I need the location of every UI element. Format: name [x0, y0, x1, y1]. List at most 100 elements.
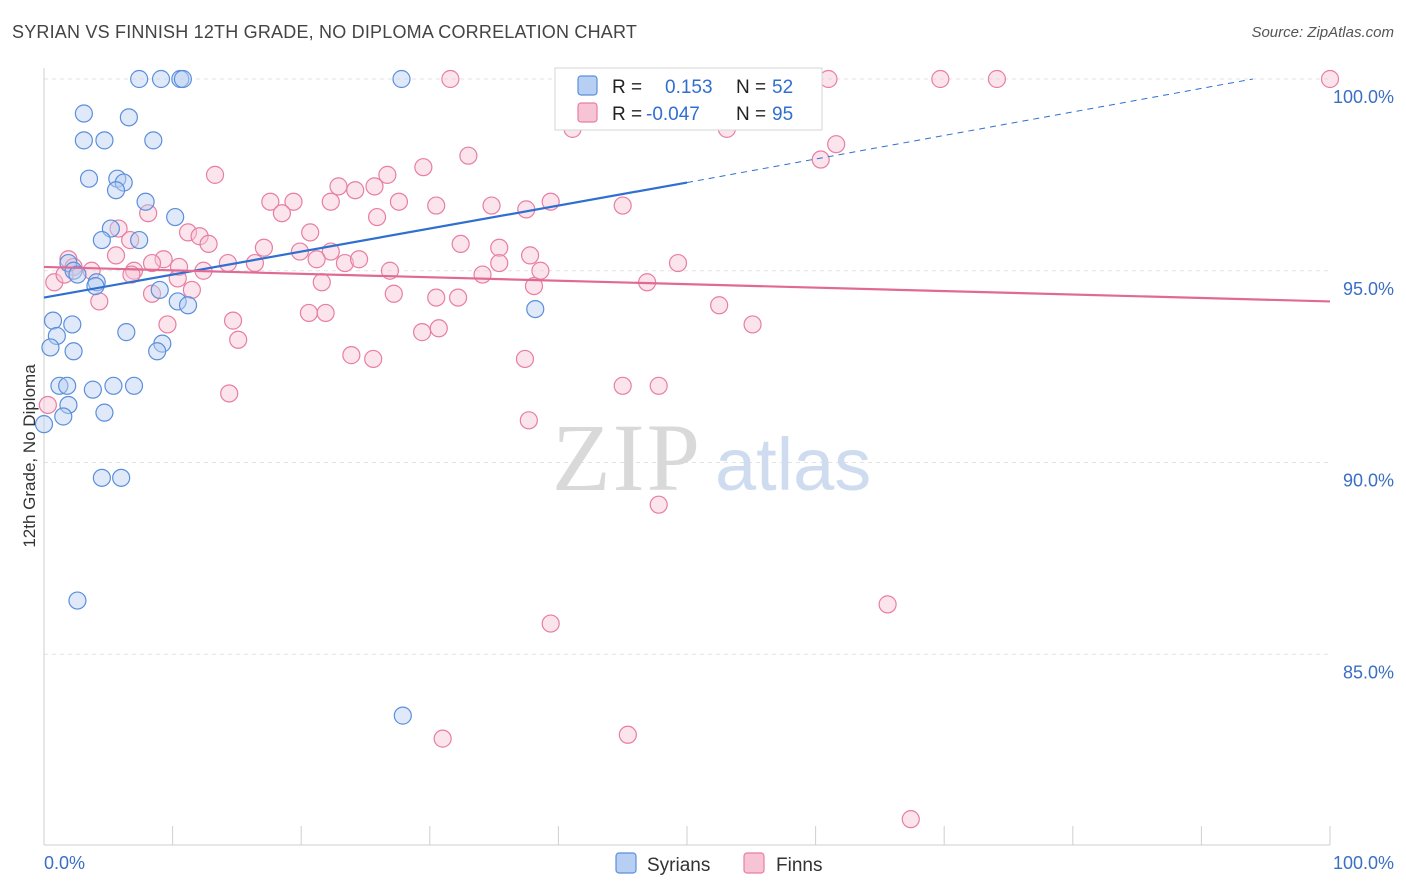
finns-point — [819, 69, 838, 89]
syrians-point — [114, 173, 133, 192]
finns-point — [55, 265, 74, 284]
syrians-point — [68, 265, 87, 284]
syrians-point — [83, 380, 102, 399]
syrians-point — [130, 230, 149, 250]
finns-point — [178, 223, 198, 242]
y-tick-labels: 85.0% 90.0% 95.0% 100.0% — [1333, 87, 1394, 682]
syrians-bottom-label: Syrians — [647, 855, 710, 876]
syrians-point — [79, 169, 99, 188]
syrians-point — [74, 104, 93, 123]
syrians-point — [58, 376, 77, 395]
syrians-point — [144, 131, 163, 150]
syrians-trend-extension — [686, 78, 1253, 184]
x-tick-label-min: 0.0% — [44, 853, 85, 873]
syrians-point — [34, 415, 54, 434]
finns-point — [1320, 69, 1340, 89]
y-tick-label: 85.0% — [1343, 662, 1394, 682]
syrians-point — [54, 407, 73, 426]
finns-point — [82, 261, 101, 280]
y-tick-label: 95.0% — [1343, 279, 1394, 299]
finns-point — [349, 250, 369, 269]
syrians-point — [95, 403, 114, 422]
finns-point — [229, 330, 248, 349]
finns-point — [901, 810, 920, 829]
syrians-point — [106, 181, 126, 200]
syrians-point — [117, 323, 136, 342]
finns-point — [482, 196, 501, 215]
finns-point — [448, 288, 468, 307]
syrians-trend-line — [43, 181, 688, 299]
syrians-point — [150, 280, 169, 300]
finns-point — [223, 311, 243, 330]
syrians-point — [59, 395, 78, 415]
finns-point — [199, 234, 218, 254]
trend-lines — [43, 78, 1331, 303]
finns-point — [649, 495, 668, 514]
finns-point — [878, 595, 897, 614]
syrians-point — [43, 311, 63, 330]
finns-point — [541, 614, 560, 633]
finns-point — [346, 181, 365, 200]
finns-point — [427, 288, 446, 307]
finns-point — [38, 395, 57, 415]
finns-point — [158, 315, 177, 334]
finns-point — [473, 265, 492, 284]
source-label: Source: ZipAtlas.com — [1251, 24, 1394, 41]
finns-point — [524, 276, 544, 296]
syrians-r-label: R = — [612, 77, 642, 98]
finns-point — [490, 238, 509, 257]
finns-point — [90, 292, 109, 311]
syrians-point — [86, 276, 105, 296]
finns-point — [299, 303, 319, 323]
finns-point — [182, 280, 201, 300]
syrians-point — [92, 468, 111, 487]
syrians-n-value: 52 — [772, 77, 793, 98]
finns-point — [364, 349, 383, 369]
syrians-point — [166, 207, 185, 227]
finns-point — [618, 725, 637, 744]
syrians-point — [68, 591, 87, 610]
syrians-point — [63, 315, 82, 334]
finns-point — [389, 192, 409, 211]
finns-point — [365, 177, 384, 196]
syrians-bottom-swatch — [615, 852, 637, 874]
finns-n-label: N = — [736, 104, 766, 125]
syrians-point — [178, 296, 198, 315]
finns-point — [531, 261, 550, 280]
finns-point — [205, 165, 225, 184]
finns-point — [109, 219, 128, 238]
x-ticks — [43, 826, 1331, 845]
finns-point — [519, 411, 538, 430]
finns-point — [613, 376, 632, 395]
chart-title: SYRIAN VS FINNISH 12TH GRADE, NO DIPLOMA… — [12, 22, 638, 42]
syrians-point — [64, 342, 83, 361]
watermark: ZIP atlas — [552, 404, 871, 511]
finns-point — [429, 319, 448, 338]
finns-point — [490, 253, 509, 273]
finns-point — [367, 207, 387, 227]
syrians-point — [392, 69, 411, 89]
x-tick-label-max: 100.0% — [1333, 853, 1394, 873]
syrians-point — [526, 300, 545, 319]
watermark-atlas: atlas — [715, 423, 871, 506]
finns-point — [427, 196, 446, 215]
finns-r-value: -0.047 — [646, 104, 700, 125]
finns-point — [451, 234, 470, 254]
syrians-point — [393, 706, 412, 725]
syrians-point — [119, 108, 138, 127]
syrians-r-value: 0.153 — [665, 77, 713, 98]
finns-point — [668, 253, 688, 273]
finns-point — [154, 250, 173, 269]
syrians-point — [124, 376, 144, 395]
finns-bottom-label: Finns — [776, 855, 822, 876]
finns-point — [515, 349, 535, 369]
finns-point — [987, 69, 1007, 89]
finns-point — [142, 253, 162, 273]
syrians-point — [47, 326, 66, 346]
finns-point — [245, 253, 265, 273]
finns-point — [743, 315, 762, 334]
syrians-point — [92, 230, 111, 250]
finns-point — [441, 69, 460, 89]
syrians-n-label: N = — [736, 77, 766, 98]
